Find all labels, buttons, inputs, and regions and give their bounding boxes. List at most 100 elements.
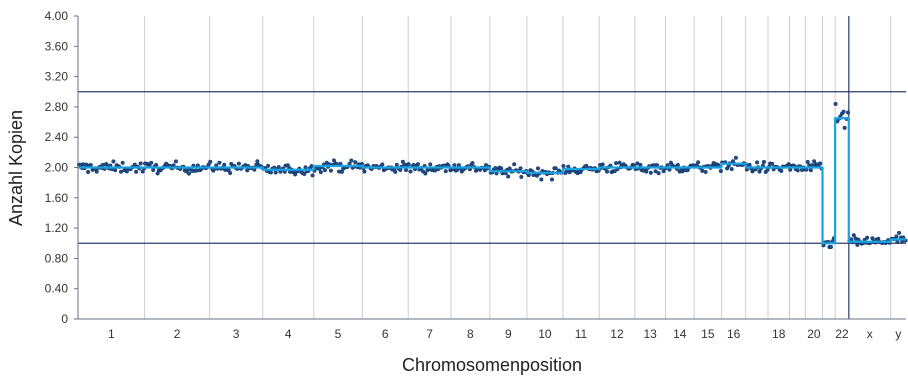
x-tick-label: 15: [701, 327, 715, 341]
x-tick-label: 1: [108, 327, 115, 341]
y-axis-title: Anzahl Kopien: [6, 110, 26, 226]
x-tick-label: 8: [467, 327, 474, 341]
data-point: [149, 160, 154, 165]
data-point: [700, 168, 705, 173]
data-point: [380, 162, 385, 167]
data-point: [415, 162, 421, 167]
data-point: [561, 163, 566, 169]
y-tick-labels: 0 0.40 0.80 1.20 1.60 2.00 2.40 2.80 3.20 3.60 4.0…: [45, 9, 78, 326]
data-point: [870, 236, 875, 241]
data-point: [124, 169, 129, 174]
data-point: [786, 162, 791, 167]
data-point: [236, 161, 241, 166]
data-point: [506, 174, 511, 179]
data-point: [795, 168, 800, 173]
data-point: [644, 169, 649, 174]
x-tick-label: 12: [610, 327, 624, 341]
data-point: [539, 177, 544, 182]
x-tick-label: 6: [382, 327, 389, 341]
data-point: [113, 168, 118, 173]
data-point: [86, 169, 91, 174]
data-point: [761, 159, 767, 164]
data-point: [833, 101, 838, 106]
data-point: [828, 244, 834, 250]
reference-lines: [78, 91, 906, 244]
y-tick-label: 3.60: [45, 39, 69, 53]
x-tick-label: x: [867, 327, 873, 341]
data-point: [470, 161, 475, 166]
data-point: [808, 168, 813, 173]
data-point: [549, 177, 555, 182]
data-point: [755, 160, 760, 165]
x-tick-label: 22: [835, 327, 849, 341]
data-point: [423, 171, 428, 176]
y-tick-label: 0.40: [45, 282, 69, 296]
data-point: [228, 170, 233, 176]
x-tick-label: y: [895, 327, 901, 341]
data-point: [111, 159, 116, 164]
data-point: [638, 162, 643, 167]
data-point: [394, 162, 399, 167]
data-point: [845, 110, 851, 115]
y-tick-label: 2.00: [45, 161, 69, 175]
x-tick-label: 20: [807, 327, 821, 341]
data-point: [403, 167, 409, 173]
x-tick-label: 3: [233, 327, 240, 341]
data-point: [208, 159, 213, 164]
data-point: [733, 155, 738, 160]
segment-fit-line: [78, 117, 906, 245]
x-tick-label: 10: [538, 327, 552, 341]
data-point: [186, 171, 192, 176]
x-tick-labels: 1 2 3 4 5 6 7 8 9 10 11 12 13 14 15 16 18 20 22 x y: [108, 327, 901, 341]
data-point: [653, 169, 658, 174]
x-tick-label: 5: [335, 327, 342, 341]
data-point: [408, 169, 413, 174]
data-point: [393, 169, 398, 174]
data-point: [612, 169, 617, 174]
data-point: [897, 230, 902, 235]
data-point: [851, 233, 856, 238]
data-point: [512, 162, 517, 167]
y-tick-label: 0.80: [45, 251, 69, 265]
y-tick-label: 3.20: [45, 70, 69, 84]
x-tick-label: 18: [772, 327, 786, 341]
data-point: [318, 170, 323, 175]
data-point: [138, 161, 143, 166]
data-point: [553, 166, 558, 171]
data-point: [855, 242, 860, 247]
data-point: [648, 170, 653, 175]
data-point: [406, 162, 411, 167]
data-point: [118, 169, 124, 174]
data-point: [134, 169, 139, 174]
data-point: [120, 160, 125, 165]
data-point: [770, 161, 775, 166]
data-point: [411, 162, 416, 167]
data-point: [842, 125, 847, 130]
data-point: [349, 158, 354, 163]
x-tick-label: 11: [575, 327, 588, 341]
data-point: [266, 163, 271, 168]
data-point: [656, 171, 661, 176]
data-point: [88, 163, 93, 168]
x-tick-label: 2: [174, 327, 181, 341]
data-point: [779, 168, 784, 173]
data-point: [805, 159, 810, 165]
data-point: [94, 169, 99, 174]
data-point: [675, 162, 680, 168]
data-point: [362, 169, 367, 174]
data-point: [841, 109, 846, 114]
data-point: [151, 167, 156, 173]
data-point: [718, 168, 723, 174]
x-tick-label: 16: [727, 327, 741, 341]
y-tick-label: 1.60: [45, 191, 69, 205]
data-point: [499, 166, 504, 171]
data-point: [604, 169, 610, 174]
data-point: [894, 234, 899, 239]
data-point: [600, 162, 605, 167]
data-point: [614, 161, 619, 166]
data-points: [76, 101, 908, 250]
y-tick-label: 2.80: [45, 100, 69, 114]
y-tick-label: 2.40: [45, 130, 69, 144]
data-point: [322, 168, 327, 173]
